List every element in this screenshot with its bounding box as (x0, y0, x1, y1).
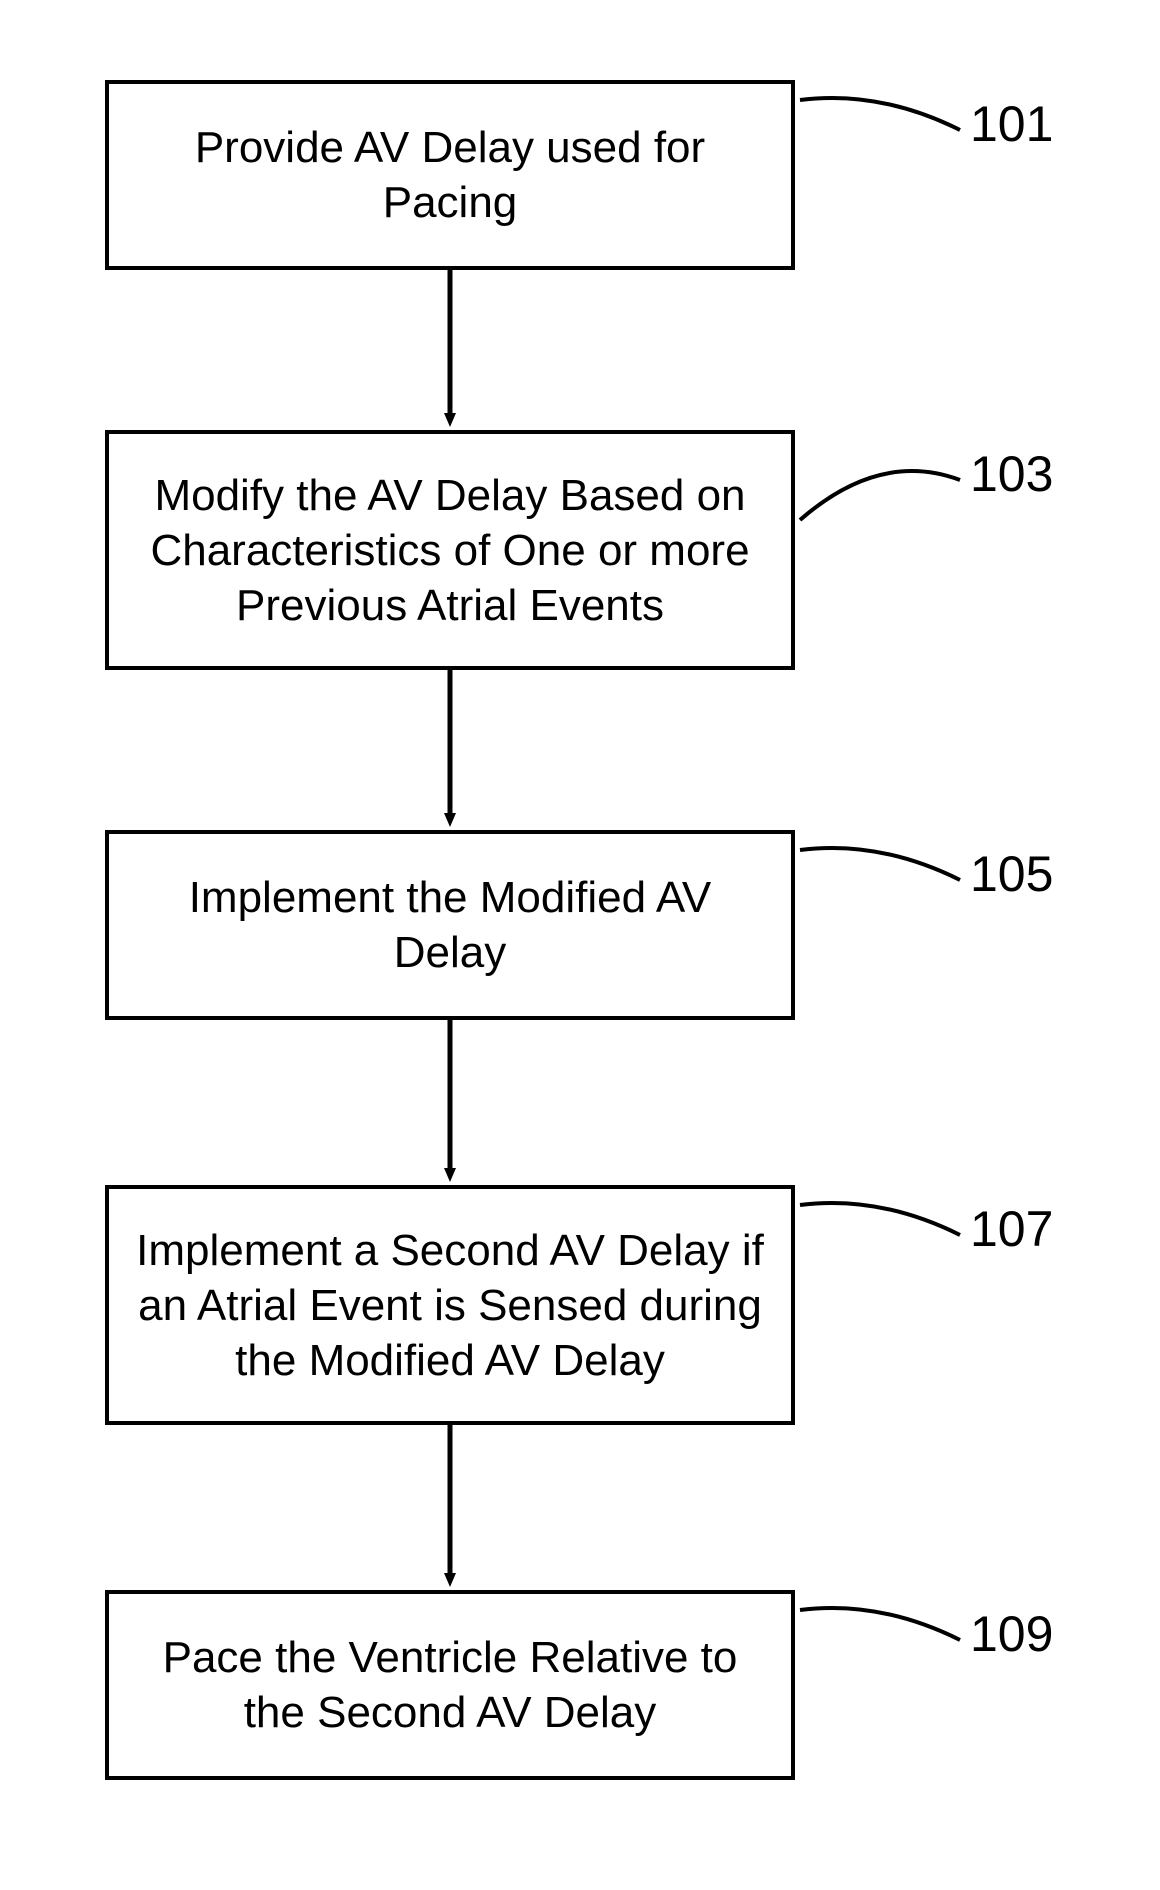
flow-node-107: Implement a Second AV Delay if an Atrial… (105, 1185, 795, 1425)
callout-105 (800, 848, 960, 880)
flow-node-109-text: Pace the Ventricle Relative to the Secon… (127, 1630, 773, 1740)
flow-label-107: 107 (970, 1200, 1053, 1258)
flow-node-105-text: Implement the Modified AV Delay (127, 870, 773, 980)
callout-109 (800, 1608, 960, 1640)
flow-label-105: 105 (970, 845, 1053, 903)
flow-node-105: Implement the Modified AV Delay (105, 830, 795, 1020)
flow-label-103: 103 (970, 445, 1053, 503)
flow-node-101-text: Provide AV Delay used for Pacing (127, 120, 773, 230)
callout-103 (800, 471, 960, 520)
callout-101 (800, 98, 960, 130)
callout-107 (800, 1203, 960, 1235)
flow-label-109: 109 (970, 1605, 1053, 1663)
flow-label-101: 101 (970, 95, 1053, 153)
flow-node-109: Pace the Ventricle Relative to the Secon… (105, 1590, 795, 1780)
flow-node-103: Modify the AV Delay Based on Characteris… (105, 430, 795, 670)
flow-node-101: Provide AV Delay used for Pacing (105, 80, 795, 270)
flow-node-107-text: Implement a Second AV Delay if an Atrial… (127, 1223, 773, 1388)
flow-node-103-text: Modify the AV Delay Based on Characteris… (127, 468, 773, 633)
